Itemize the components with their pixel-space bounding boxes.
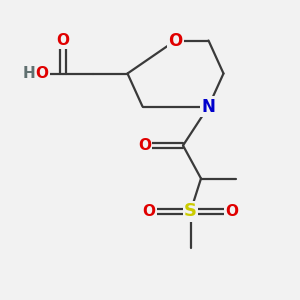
Text: O: O bbox=[35, 66, 49, 81]
Text: S: S bbox=[184, 202, 197, 220]
Text: N: N bbox=[202, 98, 215, 116]
Text: O: O bbox=[142, 204, 156, 219]
Text: H: H bbox=[22, 66, 35, 81]
Text: O: O bbox=[225, 204, 239, 219]
Text: O: O bbox=[168, 32, 183, 50]
Text: O: O bbox=[138, 138, 151, 153]
Text: O: O bbox=[56, 33, 70, 48]
